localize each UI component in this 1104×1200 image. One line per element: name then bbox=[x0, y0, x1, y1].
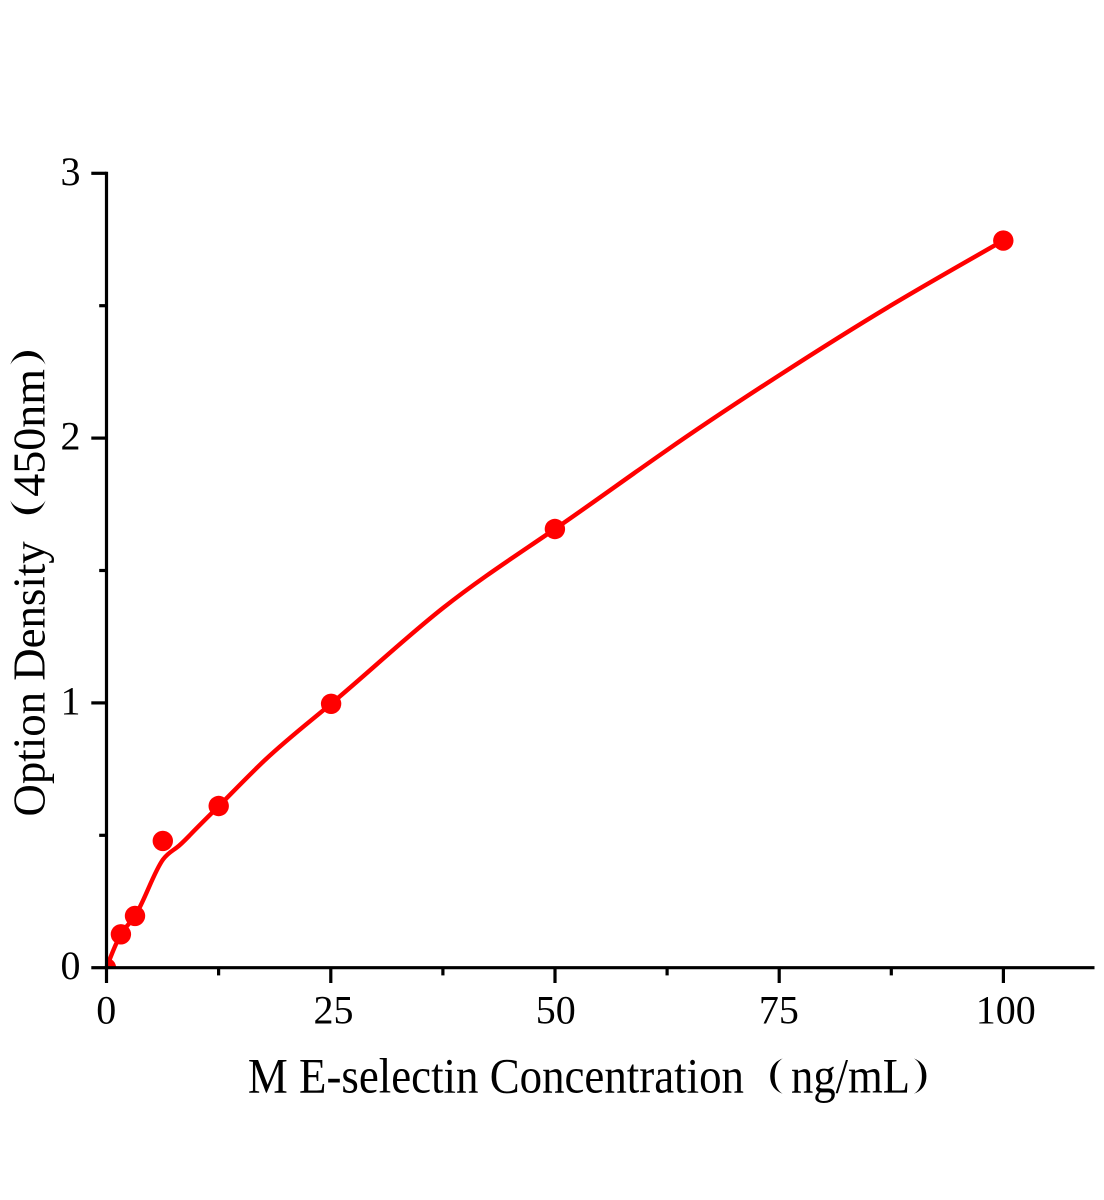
svg-text:3: 3 bbox=[61, 149, 81, 194]
svg-text:2: 2 bbox=[61, 414, 81, 459]
svg-text:1: 1 bbox=[61, 678, 81, 723]
svg-text:100: 100 bbox=[976, 988, 1036, 1033]
svg-text:50: 50 bbox=[536, 988, 576, 1033]
svg-text:0: 0 bbox=[96, 988, 116, 1033]
svg-text:M E-selectin Concentration: M E-selectin Concentration bbox=[248, 1049, 744, 1104]
svg-text:0: 0 bbox=[61, 943, 81, 988]
svg-text:25: 25 bbox=[314, 988, 354, 1033]
svg-text:450nm: 450nm bbox=[3, 369, 54, 497]
svg-text:75: 75 bbox=[759, 988, 799, 1033]
svg-text:ng/mL: ng/mL bbox=[791, 1049, 910, 1104]
svg-text:Option Density: Option Density bbox=[4, 541, 55, 816]
